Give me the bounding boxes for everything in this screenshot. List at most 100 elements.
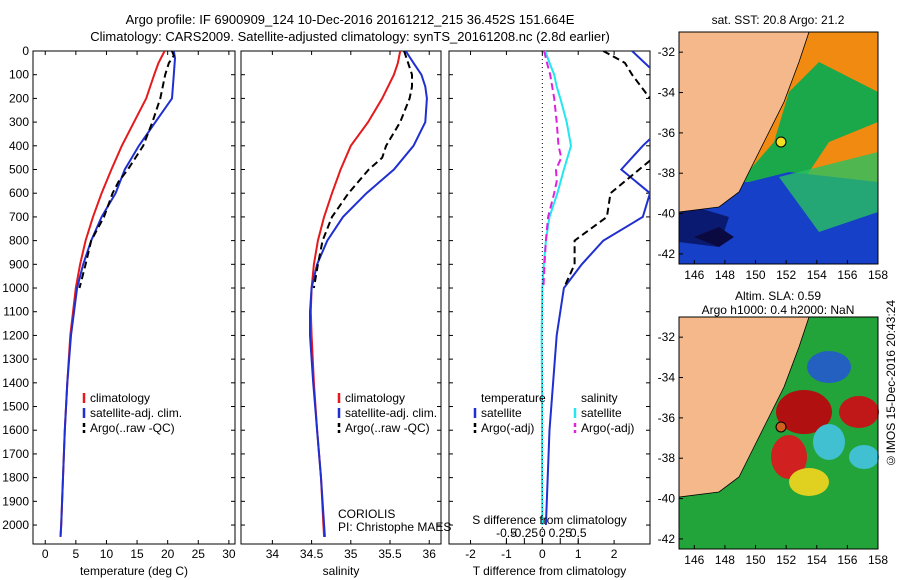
series-line-t-argo-adj- — [562, 51, 650, 289]
lon-tick-label: 146 — [684, 268, 704, 282]
y-tick-label: 800 — [9, 234, 29, 248]
lon-tick-label: 150 — [746, 553, 766, 567]
x-tick-label: 10 — [100, 547, 114, 561]
x-axis-label: salinity — [323, 564, 360, 578]
land-australia — [678, 31, 810, 213]
lat-tick-label: -42 — [658, 247, 676, 261]
lat-tick-label: -36 — [658, 126, 676, 140]
y-tick-label: 700 — [9, 210, 29, 224]
bass-strait-island — [694, 227, 734, 247]
x-tick-label: 5 — [73, 547, 80, 561]
argo-float-marker — [775, 136, 787, 148]
sst-map-title: sat. SST: 20.8 Argo: 21.2 — [712, 13, 845, 27]
x-tick-label: 36 — [423, 547, 437, 561]
y-tick-label: 1200 — [2, 328, 29, 342]
sla-low-eddy — [807, 351, 851, 383]
annotation-line: PI: Christophe MAES — [338, 520, 451, 534]
sla-high-eddy — [839, 396, 879, 428]
y-tick-label: 1000 — [2, 281, 29, 295]
annotation-line: CORIOLIS — [338, 507, 395, 521]
y-tick-label: 1400 — [2, 376, 29, 390]
argo-float-marker — [775, 421, 787, 433]
legend-label: climatology — [345, 391, 405, 405]
x-axis-label-salinity: S difference from climatology — [472, 513, 627, 527]
x-tick-label: -1 — [501, 547, 512, 561]
s-tick-label: -0.5 — [496, 526, 517, 540]
series-line-argo-raw-qc- — [78, 51, 175, 289]
series-line-t-satellite — [544, 51, 650, 526]
lon-tick-label: 152 — [776, 553, 796, 567]
panel-frame-difference — [448, 50, 651, 545]
y-tick-label: 500 — [9, 163, 29, 177]
y-tick-label: 900 — [9, 257, 29, 271]
lon-tick-label: 158 — [868, 268, 888, 282]
y-tick-label: 1100 — [3, 305, 29, 319]
lon-tick-label: 156 — [837, 553, 857, 567]
y-tick-label: 1300 — [2, 352, 29, 366]
lat-tick-label: -32 — [658, 330, 676, 344]
panel-frame-temperature — [32, 50, 236, 545]
map-frame — [678, 31, 879, 265]
y-tick-label: 600 — [9, 186, 29, 200]
sla-high-eddy — [776, 390, 832, 434]
lat-tick-label: -38 — [658, 451, 676, 465]
y-tick-label: 0 — [22, 44, 29, 58]
series-line-climatology — [309, 51, 402, 537]
sla-low-eddy — [849, 445, 879, 469]
lat-tick-label: -32 — [658, 45, 676, 59]
lat-tick-label: -40 — [658, 207, 676, 221]
s-tick-label: 0.5 — [570, 526, 587, 540]
lon-tick-label: 154 — [807, 553, 827, 567]
sst-map — [678, 31, 879, 265]
series-line-satellite-adj-clim- — [309, 51, 428, 537]
x-axis-label: temperature (deg C) — [80, 564, 188, 578]
series-line-s-argo-adj- — [542, 51, 563, 289]
legend-label: Argo(-adj) — [481, 421, 534, 435]
lon-tick-label: 156 — [837, 268, 857, 282]
lon-tick-label: 154 — [807, 268, 827, 282]
legend-label: satellite — [581, 406, 622, 420]
x-tick-label: 1 — [575, 547, 582, 561]
sst-eddy-green — [779, 152, 878, 232]
y-tick-label: 300 — [9, 115, 29, 129]
series-line-satellite-adj-clim- — [59, 51, 177, 537]
legend-label: climatology — [90, 391, 150, 405]
x-tick-label: 30 — [222, 547, 236, 561]
lat-tick-label: -34 — [658, 371, 676, 385]
x-tick-label: 0 — [42, 547, 49, 561]
series-line-s-satellite — [540, 51, 573, 526]
legend-label: Argo(-adj) — [581, 421, 634, 435]
x-tick-label: 35 — [344, 547, 358, 561]
sla-low-eddy — [813, 424, 845, 460]
y-tick-label: 1700 — [2, 447, 29, 461]
lon-tick-label: 146 — [684, 553, 704, 567]
x-axis-label: T difference from climatology — [473, 564, 627, 578]
y-tick-label: 200 — [9, 91, 29, 105]
x-tick-label: 25 — [192, 547, 206, 561]
figure-title-line-1: Argo profile: IF 6900909_124 10-Dec-2016… — [125, 12, 575, 27]
panel-frame-salinity — [240, 50, 442, 545]
sla-map-subtitle: Argo h1000: 0.4 h2000: NaN — [702, 303, 855, 317]
sla-map — [678, 316, 879, 550]
y-tick-label: 1500 — [2, 400, 29, 414]
s-tick-label: 0.25 — [549, 526, 573, 540]
x-tick-label: 34.5 — [300, 547, 324, 561]
y-tick-label: 400 — [9, 139, 29, 153]
lon-tick-label: 150 — [746, 268, 766, 282]
lat-tick-label: -36 — [658, 411, 676, 425]
legend-label: Argo(..raw -QC) — [90, 421, 175, 435]
legend-label: Argo(..raw -QC) — [345, 421, 430, 435]
figure-title-line-2: Climatology: CARS2009. Satellite-adjuste… — [90, 29, 610, 44]
lat-tick-label: -38 — [658, 166, 676, 180]
y-tick-label: 100 — [9, 68, 29, 82]
x-tick-label: 0 — [539, 547, 546, 561]
legend-label: satellite-adj. clim. — [90, 406, 182, 420]
land-australia — [678, 316, 810, 498]
x-tick-label: 2 — [611, 547, 618, 561]
x-tick-label: 34 — [266, 547, 280, 561]
y-tick-label: 1900 — [2, 494, 29, 508]
x-tick-label: -2 — [465, 547, 476, 561]
sla-high-eddy — [771, 435, 807, 479]
s-tick-label: 0 — [539, 526, 546, 540]
